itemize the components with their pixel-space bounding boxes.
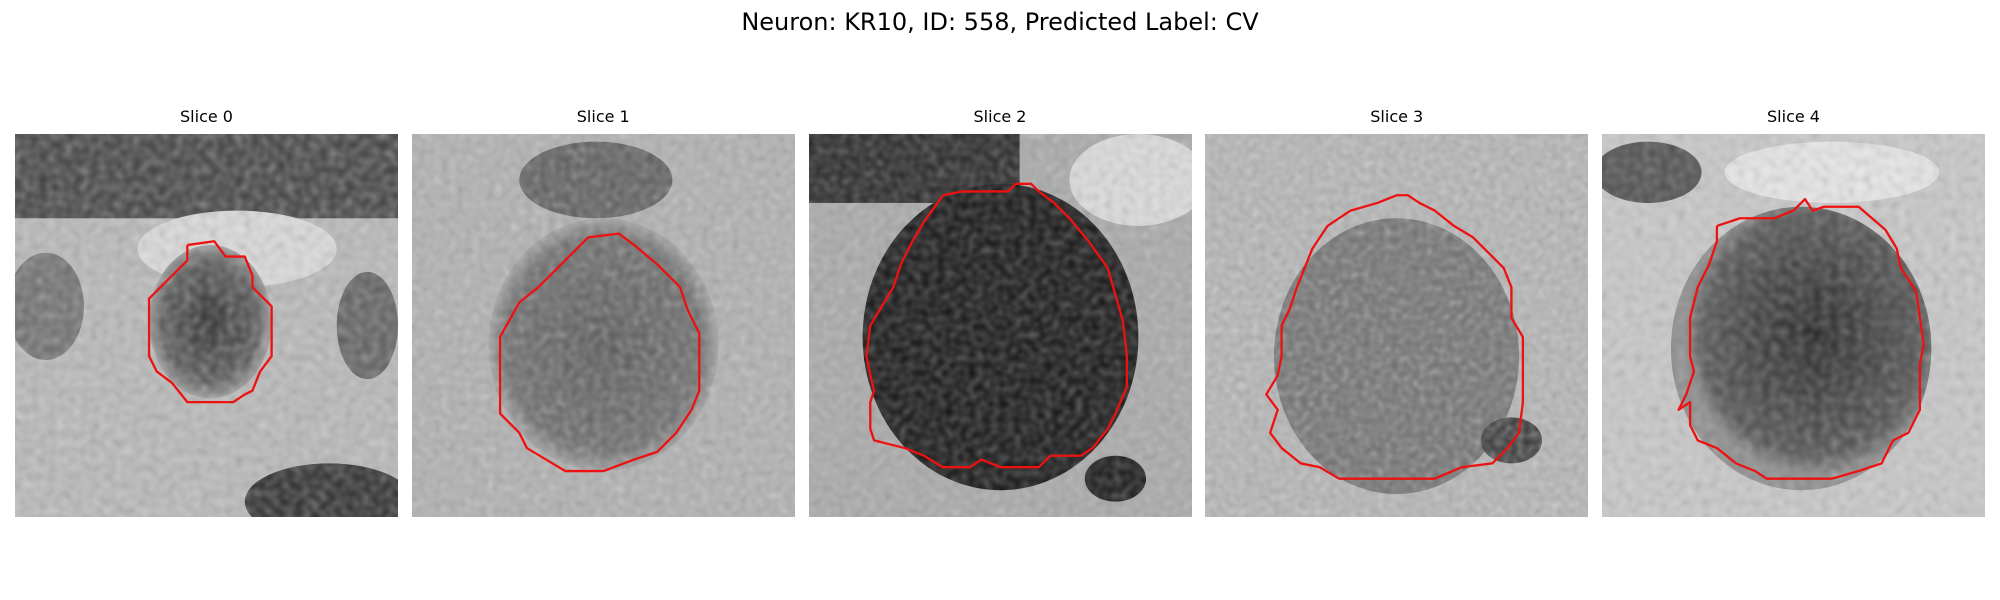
- slice-title: Slice 2: [973, 107, 1027, 126]
- slice-panel-2: Slice 2: [808, 106, 1192, 520]
- slice-panel-0: Slice 0: [15, 106, 398, 520]
- slice-title: Slice 3: [1370, 107, 1424, 126]
- slice-title: Slice 4: [1767, 107, 1820, 126]
- roi-contour-4: [1677, 197, 1925, 480]
- roi-contour-1: [498, 232, 701, 473]
- slice-panels: Slice 0: [15, 106, 1985, 520]
- slice-panel-4: Slice 4: [1602, 106, 1985, 520]
- slice-panel-3: Slice 3: [1205, 106, 1589, 520]
- slice-title: Slice 1: [576, 107, 630, 126]
- slice-image-2: [808, 134, 1192, 517]
- roi-contour-0: [147, 240, 273, 404]
- slice-panel-1: Slice 1: [411, 106, 795, 520]
- slice-image-4: [1602, 134, 1985, 517]
- roi-contour-2: [864, 182, 1128, 469]
- slice-image-1: [411, 134, 795, 517]
- roi-contour-3: [1265, 194, 1525, 480]
- slice-image-3: [1205, 134, 1589, 517]
- slice-title: Slice 0: [180, 107, 233, 126]
- slice-image-0: [15, 134, 398, 517]
- figure-title: Neuron: KR10, ID: 558, Predicted Label: …: [741, 8, 1259, 36]
